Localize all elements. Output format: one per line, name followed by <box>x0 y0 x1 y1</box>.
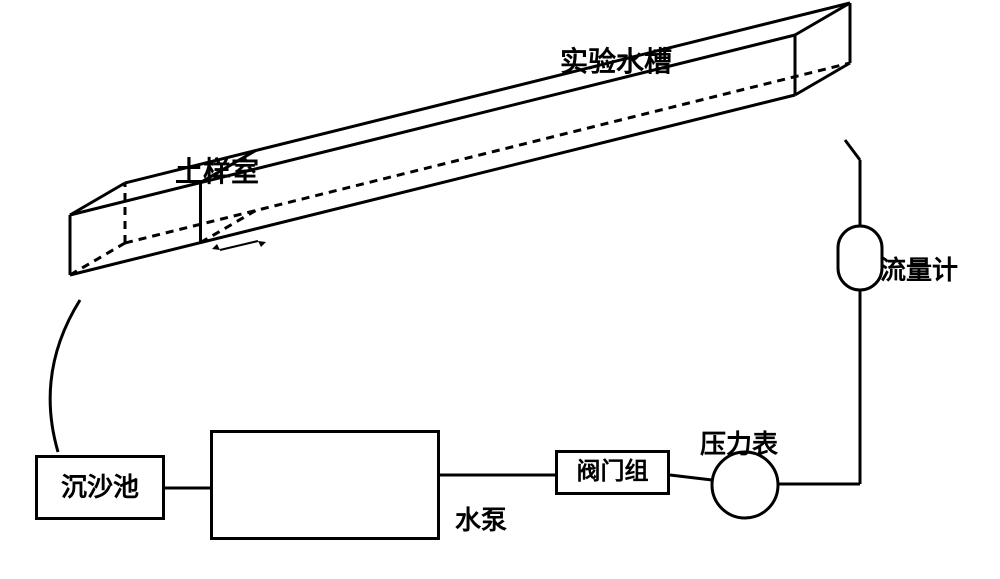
label-flume: 实验水槽 <box>560 40 672 80</box>
label-pump: 水泵 <box>455 500 507 537</box>
label-flowmeter: 流量计 <box>880 250 958 287</box>
label-gauge: 压力表 <box>700 424 778 461</box>
label-soil: 土样室 <box>175 150 259 190</box>
box-sandpit: 沉沙池 <box>35 455 165 520</box>
box-pool <box>210 430 440 540</box>
label-sandpit: 沉沙池 <box>38 458 162 517</box>
box-valves: 阀门组 <box>555 450 670 495</box>
label-valves: 阀门组 <box>558 453 667 492</box>
